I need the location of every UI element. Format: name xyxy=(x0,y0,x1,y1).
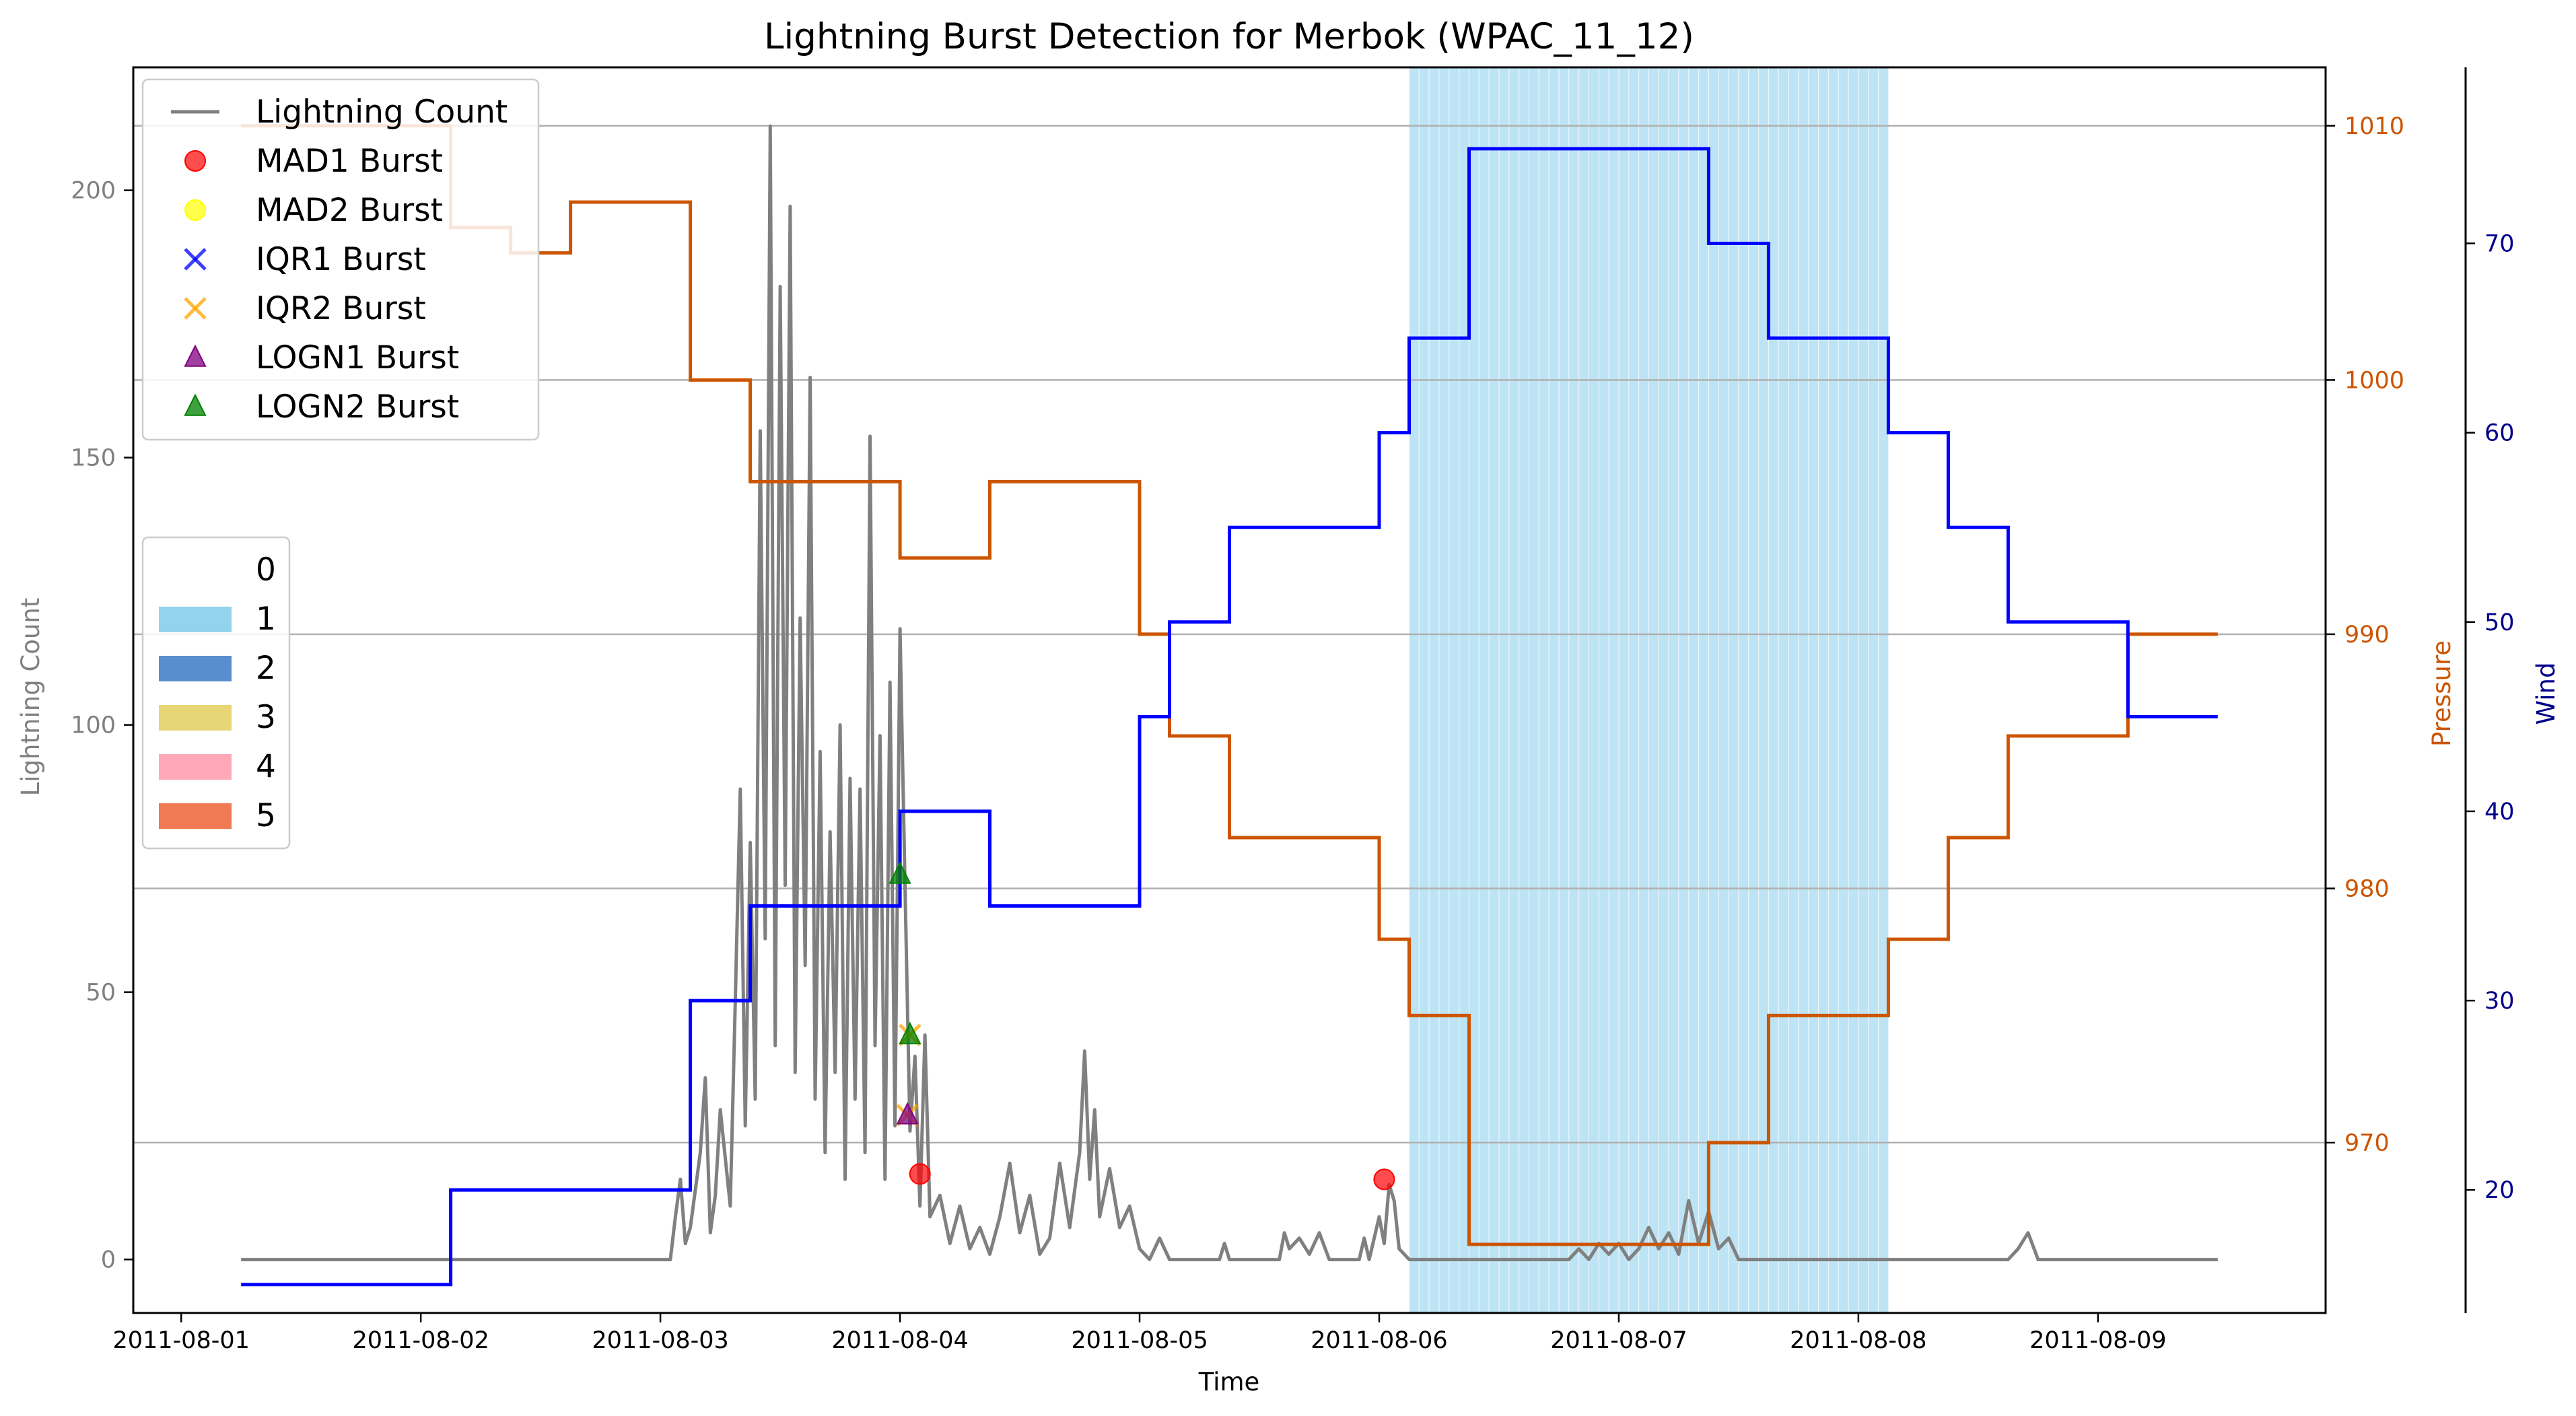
legend-marker-label: IQR2 Burst xyxy=(256,290,426,327)
x-tick-label: 2011-08-07 xyxy=(1550,1327,1687,1354)
wind-tick-label: 60 xyxy=(2484,420,2515,447)
shaded-region-layer xyxy=(1408,67,1889,1313)
wind-line xyxy=(241,147,2218,1287)
legend-marker-label: MAD1 Burst xyxy=(256,143,443,180)
count-tick-label: 100 xyxy=(71,712,116,739)
y-axis-pressure-title: Pressure xyxy=(2427,640,2456,747)
legend-marker-swatch-stroke xyxy=(184,248,207,271)
legend-marker-swatch xyxy=(184,150,206,172)
axes-layer: 2011-08-01 2011-08-02 2011-08-03 2011-08-04… xyxy=(71,66,2515,1354)
legend-category-label: 0 xyxy=(256,551,276,588)
legend-marker-swatch xyxy=(184,297,207,320)
burst-marker xyxy=(889,861,911,884)
legend-marker-swatch xyxy=(184,199,206,221)
marker-legend-box xyxy=(141,78,540,441)
x-tick-label: 2011-08-09 xyxy=(2029,1327,2166,1354)
count-tick-label: 200 xyxy=(71,178,116,205)
burst-marker xyxy=(909,1163,931,1185)
legend-category-swatch xyxy=(159,754,232,780)
legend-marker-swatch-stroke xyxy=(184,297,207,320)
legend-category-label: 4 xyxy=(256,748,276,785)
legend-category-label: 3 xyxy=(256,699,276,736)
count-tick-label: 150 xyxy=(71,445,116,472)
legend-category-label: 1 xyxy=(256,601,276,638)
legend-category-swatch xyxy=(159,656,232,681)
wind-tick-label: 50 xyxy=(2484,609,2515,636)
legend-marker-label: LOGN2 Burst xyxy=(256,389,459,426)
burst-marker xyxy=(1373,1168,1395,1190)
legend-marker-label: LOGN1 Burst xyxy=(256,339,459,376)
legend-marker-swatch xyxy=(184,393,207,416)
legend-marker-swatch xyxy=(184,344,207,367)
count-tick-label: 50 xyxy=(85,980,116,1007)
count-tick-label: 0 xyxy=(101,1247,116,1274)
x-tick-label: 2011-08-08 xyxy=(1790,1327,1926,1354)
legend-category-swatch xyxy=(159,705,232,731)
legend-marker-swatch xyxy=(184,248,207,271)
legend-marker-label: IQR1 Burst xyxy=(256,241,426,278)
wind-tick-label: 70 xyxy=(2484,230,2515,257)
legends: Lightning Count MAD1 Burst MAD2 Burst IQR1 … xyxy=(141,78,540,850)
legend-category-swatch xyxy=(159,558,232,583)
legend-marker-label: Lightning Count xyxy=(256,94,508,131)
y-axis-wind-title: Wind xyxy=(2532,663,2561,725)
wind-tick-label: 20 xyxy=(2484,1177,2515,1204)
plot-frame xyxy=(132,66,2327,1314)
pressure-tick-label: 980 xyxy=(2344,875,2390,902)
x-tick-label: 2011-08-06 xyxy=(1311,1327,1447,1354)
pressure-line xyxy=(241,124,2218,1246)
legend-category-label: 2 xyxy=(256,650,276,687)
series-layer xyxy=(241,124,2218,1287)
x-axis-title: Time xyxy=(1198,1368,1260,1396)
y-axis-left-title: Lightning Count xyxy=(16,598,45,797)
wind-tick-label: 40 xyxy=(2484,799,2515,825)
pressure-tick-label: 990 xyxy=(2344,621,2390,648)
legend-category-label: 5 xyxy=(256,797,276,834)
legend-marker-label: MAD2 Burst xyxy=(256,192,443,229)
legend-category-swatch xyxy=(159,803,232,829)
chart-title: Lightning Burst Detection for Merbok (WP… xyxy=(764,16,1694,57)
x-tick-label: 2011-08-03 xyxy=(592,1327,728,1354)
pressure-tick-label: 1010 xyxy=(2344,113,2404,140)
x-tick-label: 2011-08-01 xyxy=(112,1327,249,1354)
wind-tick-label: 30 xyxy=(2484,988,2515,1015)
x-tick-label: 2011-08-02 xyxy=(352,1327,489,1354)
pressure-tick-label: 1000 xyxy=(2344,367,2404,394)
burst-marker-layer xyxy=(889,861,1395,1190)
x-tick-label: 2011-08-05 xyxy=(1071,1327,1208,1354)
burst-marker xyxy=(899,1021,921,1044)
lightning-count-line xyxy=(241,124,2218,1262)
x-tick-label: 2011-08-04 xyxy=(831,1327,968,1354)
legend-category-swatch xyxy=(159,607,232,632)
pressure-tick-label: 970 xyxy=(2344,1130,2390,1157)
burst-marker xyxy=(896,1102,919,1124)
